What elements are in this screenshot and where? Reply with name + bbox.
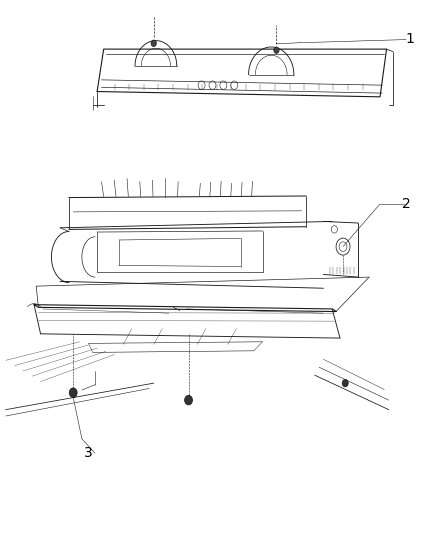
Circle shape — [151, 40, 156, 46]
Text: 1: 1 — [405, 31, 414, 45]
Circle shape — [342, 379, 348, 387]
Text: 3: 3 — [84, 446, 93, 460]
Circle shape — [274, 47, 279, 53]
Circle shape — [185, 395, 192, 405]
Circle shape — [69, 388, 77, 398]
Text: 2: 2 — [402, 197, 410, 211]
